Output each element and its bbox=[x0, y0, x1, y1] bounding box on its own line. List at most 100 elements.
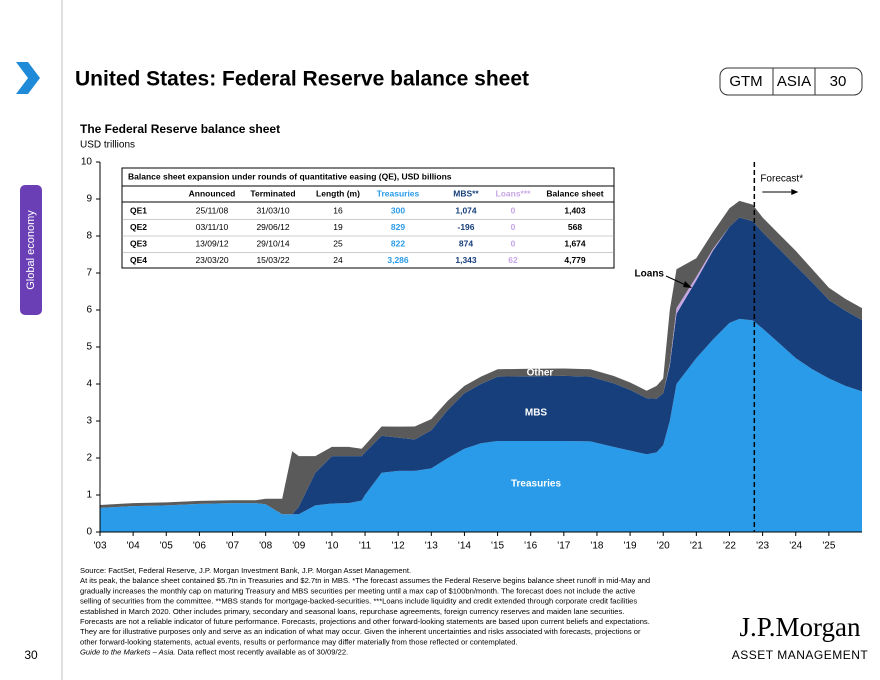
footnote-line: selling of securities from the committee… bbox=[80, 597, 637, 606]
x-tick-label: '07 bbox=[226, 541, 239, 552]
table-cell: 1,403 bbox=[564, 205, 586, 215]
table-cell: 23/03/20 bbox=[195, 255, 228, 265]
y-tick-label: 8 bbox=[86, 231, 92, 242]
badge-text: ASIA bbox=[777, 73, 811, 90]
table-cell: 0 bbox=[511, 205, 516, 215]
x-tick-label: '16 bbox=[524, 541, 537, 552]
table-cell: 874 bbox=[459, 238, 473, 248]
series-label: MBS bbox=[525, 408, 548, 419]
table-cell: 4,779 bbox=[564, 255, 586, 265]
series-label: Loans bbox=[635, 269, 665, 280]
x-tick-label: '09 bbox=[292, 541, 305, 552]
footnote-line: At its peak, the balance sheet contained… bbox=[80, 576, 650, 585]
y-tick-label: 4 bbox=[86, 379, 92, 390]
table-title: Balance sheet expansion under rounds of … bbox=[128, 171, 452, 181]
qe-table: Balance sheet expansion under rounds of … bbox=[121, 167, 615, 269]
guide-title: Guide to the Markets – Asia. bbox=[80, 648, 176, 657]
x-tick-label: '12 bbox=[392, 541, 405, 552]
y-tick-label: 0 bbox=[86, 527, 92, 538]
table-cell: 0 bbox=[511, 238, 516, 248]
x-tick-label: '05 bbox=[160, 541, 173, 552]
page-title: United States: Federal Reserve balance s… bbox=[75, 68, 529, 91]
y-tick-label: 2 bbox=[86, 453, 92, 464]
table-cell: 29/10/14 bbox=[256, 238, 289, 248]
y-tick-label: 6 bbox=[86, 305, 92, 316]
x-tick-label: '04 bbox=[127, 541, 140, 552]
area-series bbox=[100, 318, 862, 532]
series-label: Other bbox=[527, 368, 554, 379]
table-header: MBS** bbox=[453, 188, 479, 198]
footnotes: Source: FactSet, Federal Reserve, J.P. M… bbox=[80, 566, 650, 657]
chevron bbox=[16, 62, 40, 94]
table-header: Loans*** bbox=[496, 188, 532, 198]
table-cell: 62 bbox=[508, 255, 518, 265]
table-cell: 829 bbox=[391, 222, 405, 232]
table-cell: 300 bbox=[391, 205, 405, 215]
table-cell: 1,074 bbox=[455, 205, 477, 215]
x-tick-label: '20 bbox=[657, 541, 670, 552]
table-cell: 13/09/12 bbox=[195, 238, 228, 248]
x-tick-label: '19 bbox=[624, 541, 637, 552]
table-cell: 0 bbox=[511, 222, 516, 232]
table-cell: 568 bbox=[568, 222, 582, 232]
footnote-line: gradually increases the monthly cap on m… bbox=[80, 586, 635, 595]
footnote-line: other forward-looking statements, actual… bbox=[80, 637, 518, 646]
table-box bbox=[121, 167, 615, 269]
footnote-line: established in March 2020. Other include… bbox=[80, 607, 624, 616]
table-row-label: QE2 bbox=[130, 222, 147, 232]
table-row-label: QE3 bbox=[130, 238, 147, 248]
x-tick-label: '10 bbox=[325, 541, 338, 552]
plot: 0 1 2 3 4 5 6 7 8 9 10 '03 '04 '05 '06 '07 '08 '09 '10 '11 '… bbox=[81, 157, 862, 552]
x-tick-label: '06 bbox=[193, 541, 206, 552]
series-label: Treasuries bbox=[511, 479, 561, 490]
table-row-label: QE1 bbox=[130, 205, 147, 215]
page-number: 30 bbox=[24, 648, 38, 662]
x-tick-label: '11 bbox=[359, 541, 372, 552]
table-cell: 3,286 bbox=[387, 255, 409, 265]
table-header: Length (m) bbox=[316, 188, 360, 198]
x-tick-label: '25 bbox=[822, 541, 835, 552]
x-tick-label: '13 bbox=[425, 541, 438, 552]
x-tick-label: '21 bbox=[690, 541, 703, 552]
table-header: Balance sheet bbox=[546, 188, 603, 198]
table-cell: 1,343 bbox=[455, 255, 477, 265]
table-header: Terminated bbox=[250, 188, 295, 198]
x-tick-label: '23 bbox=[756, 541, 769, 552]
table-cell: 29/06/12 bbox=[256, 222, 289, 232]
y-tick-label: 3 bbox=[86, 416, 92, 427]
y-tick-label: 9 bbox=[86, 194, 92, 205]
table-cell: 03/11/10 bbox=[196, 222, 229, 232]
footnote-line: Source: FactSet, Federal Reserve, J.P. M… bbox=[80, 566, 411, 575]
table-row-label: QE4 bbox=[130, 255, 147, 265]
y-tick-label: 7 bbox=[86, 268, 92, 279]
table-cell: 19 bbox=[333, 222, 343, 232]
as-of: Data reflect most recently available as … bbox=[176, 648, 349, 657]
y-tick-label: 5 bbox=[86, 342, 92, 353]
y-tick-label: 10 bbox=[81, 157, 93, 168]
logo-sub: ASSET MANAGEMENT bbox=[732, 648, 869, 662]
badge bbox=[719, 67, 863, 96]
table-cell: 822 bbox=[391, 238, 405, 248]
footnote-line: Forecasts are not a reliable indicator o… bbox=[80, 617, 650, 626]
x-tick-label: '22 bbox=[723, 541, 736, 552]
forecast-label: Forecast* bbox=[760, 174, 803, 185]
side-tab-label: Global economy bbox=[25, 210, 37, 290]
arrow-head bbox=[683, 281, 692, 288]
arrow-head bbox=[791, 189, 799, 195]
side-tab bbox=[20, 185, 42, 315]
table-cell: 16 bbox=[333, 205, 343, 215]
table-cell: 31/03/10 bbox=[256, 205, 289, 215]
y-tick-label: 1 bbox=[86, 490, 92, 501]
x-tick-label: '03 bbox=[93, 541, 106, 552]
table-header: Announced bbox=[189, 188, 236, 198]
badge-text: 30 bbox=[830, 73, 847, 90]
table-cell: 25 bbox=[333, 238, 343, 248]
chart-title: The Federal Reserve balance sheet bbox=[80, 122, 280, 136]
logo: J.P.Morgan bbox=[739, 612, 861, 642]
table-header: Treasuries bbox=[377, 188, 420, 198]
x-tick-label: '14 bbox=[458, 541, 471, 552]
table-cell: 15/03/22 bbox=[256, 255, 289, 265]
table-cell: 1,674 bbox=[564, 238, 586, 248]
x-tick-label: '24 bbox=[789, 541, 802, 552]
x-tick-label: '18 bbox=[590, 541, 603, 552]
